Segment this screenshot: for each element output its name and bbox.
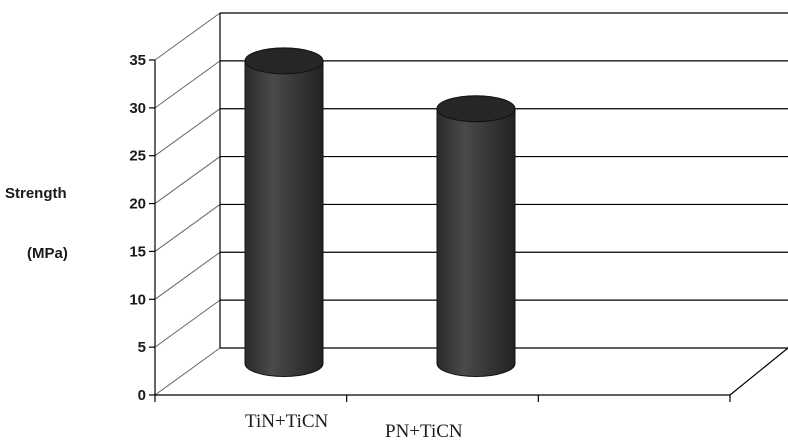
category-label: TiN+TiCN [245,411,329,432]
bar-top [244,47,324,75]
y-tick-label: 0 [138,387,146,404]
side-wall-line [154,204,221,252]
y-tick-label: 30 [129,100,146,117]
side-wall-line [154,12,221,61]
bar-body [244,60,324,377]
y-tick-label: 10 [129,291,146,308]
bars-layer [244,47,516,377]
bar [436,95,516,377]
y-axis-label-line1: Strength [5,185,67,202]
bar-body [436,108,516,377]
y-tick-label: 25 [129,148,146,165]
category-labels: TiN+TiCN PN+TiCN [245,411,463,441]
y-axis-label-line2: (MPa) [27,245,68,262]
y-tick-label: 35 [129,52,146,69]
side-wall-line [154,108,221,157]
bar-top [436,95,516,123]
y-tick-label: 20 [129,196,146,213]
y-tick-label: 5 [138,339,146,356]
floor-right-edge [729,347,788,396]
category-label: PN+TiCN [385,421,463,441]
side-wall-line [154,60,221,109]
side-wall-line [154,347,221,396]
y-tick-labels: 0 5 10 15 20 25 30 35 [129,52,146,404]
side-wall-line [154,156,221,204]
side-wall-line [154,251,221,300]
side-wall-line [154,299,221,348]
y-tick-label: 15 [129,243,146,260]
bar [244,47,324,377]
